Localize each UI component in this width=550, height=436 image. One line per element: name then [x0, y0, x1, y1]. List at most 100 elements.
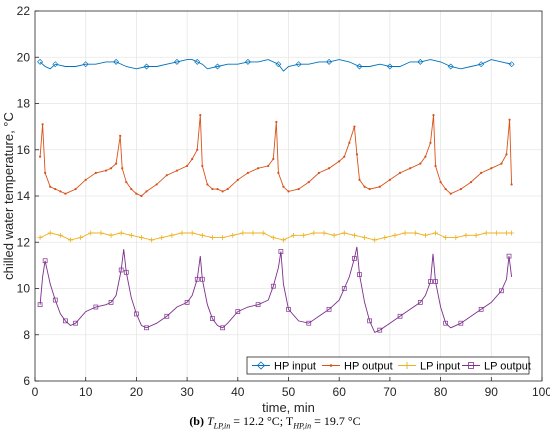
tick-labels: 0 10 20 30 40 50 60 70 80 90 100 6 8 10 12 14 16 18 20 22	[17, 4, 550, 399]
data-point	[478, 306, 484, 312]
data-point	[397, 313, 403, 319]
data-point	[125, 181, 128, 184]
data-point	[422, 232, 428, 238]
data-point	[429, 141, 432, 144]
data-point	[417, 58, 424, 65]
data-point	[109, 167, 113, 170]
caption-text-3: = 19.7 °C	[311, 414, 361, 428]
x-tick-label: 80	[434, 385, 448, 399]
data-point	[255, 302, 261, 308]
legend-item-hp-input: HP input	[252, 361, 316, 373]
data-point	[388, 178, 391, 181]
data-point	[490, 167, 493, 170]
legend-label-hp-input: HP input	[274, 361, 316, 373]
data-point	[483, 230, 489, 236]
data-point	[230, 232, 236, 238]
data-point	[118, 230, 124, 236]
x-tick-label: 40	[231, 385, 245, 399]
data-point	[73, 320, 78, 326]
data-point	[280, 237, 286, 243]
data-point	[478, 61, 485, 68]
data-point	[434, 164, 437, 168]
data-point	[377, 327, 383, 333]
legend-box	[246, 356, 530, 375]
figure-caption: (b) TLP,in = 12.2 °C; THP,in = 19.7 °C	[0, 414, 550, 430]
data-point	[63, 318, 68, 324]
legend-diamond-marker	[256, 361, 266, 370]
data-point	[196, 148, 199, 151]
data-point	[240, 230, 246, 236]
x-tick-label: 10	[79, 385, 93, 399]
data-point	[473, 232, 479, 238]
data-point	[493, 230, 499, 236]
data-point	[130, 187, 133, 191]
y-tick-label: 18	[17, 97, 31, 111]
data-point	[306, 320, 312, 326]
data-point	[278, 249, 284, 254]
data-point	[220, 325, 225, 331]
data-point	[331, 232, 337, 238]
data-point	[211, 187, 214, 191]
data-point	[419, 162, 422, 165]
data-point	[194, 276, 200, 282]
data-point	[352, 256, 357, 261]
data-point	[355, 153, 359, 156]
data-point	[367, 318, 372, 324]
data-point	[386, 63, 393, 70]
data-point	[424, 155, 427, 158]
data-point	[463, 232, 469, 238]
data-point	[351, 232, 357, 238]
data-point	[38, 155, 42, 158]
data-point	[382, 235, 388, 241]
data-point	[392, 232, 398, 238]
data-point	[295, 61, 302, 68]
data-point	[343, 155, 346, 158]
data-point	[37, 58, 44, 65]
data-point	[458, 320, 464, 326]
data-point	[113, 58, 120, 65]
data-point	[159, 235, 165, 241]
data-point	[317, 171, 321, 174]
data-point	[378, 185, 381, 188]
x-tick-label: 30	[180, 385, 194, 399]
data-point	[504, 230, 510, 236]
data-point	[186, 164, 189, 168]
data-point	[267, 164, 270, 168]
data-point	[93, 304, 99, 310]
data-point	[59, 190, 62, 193]
data-point	[209, 235, 215, 241]
y-tick-label: 20	[17, 50, 31, 64]
data-point	[104, 169, 108, 172]
data-point	[144, 325, 149, 331]
series-group	[37, 58, 515, 333]
data-point	[338, 160, 341, 163]
data-point	[128, 232, 134, 238]
data-point	[439, 181, 442, 184]
data-point	[246, 171, 250, 174]
data-point	[244, 58, 251, 65]
legend: HP input HP output LP input LP output	[246, 356, 531, 375]
data-point	[272, 157, 275, 161]
data-point	[508, 118, 511, 121]
data-point	[221, 190, 224, 193]
series-lp-output	[37, 246, 513, 333]
data-point	[94, 171, 97, 174]
data-point	[173, 58, 180, 65]
data-point	[44, 171, 47, 174]
data-point	[275, 61, 282, 68]
data-point	[453, 235, 459, 241]
data-point	[398, 171, 402, 174]
data-point	[138, 235, 144, 241]
y-tick-label: 16	[17, 143, 31, 157]
data-point	[260, 230, 266, 236]
data-point	[500, 162, 503, 165]
data-point	[250, 230, 256, 236]
y-tick-label: 14	[17, 189, 31, 203]
data-point	[235, 309, 241, 314]
data-point	[326, 58, 333, 65]
data-point	[52, 61, 59, 68]
data-point	[164, 313, 170, 319]
y-tick-label: 12	[17, 235, 31, 249]
data-point	[444, 187, 447, 191]
